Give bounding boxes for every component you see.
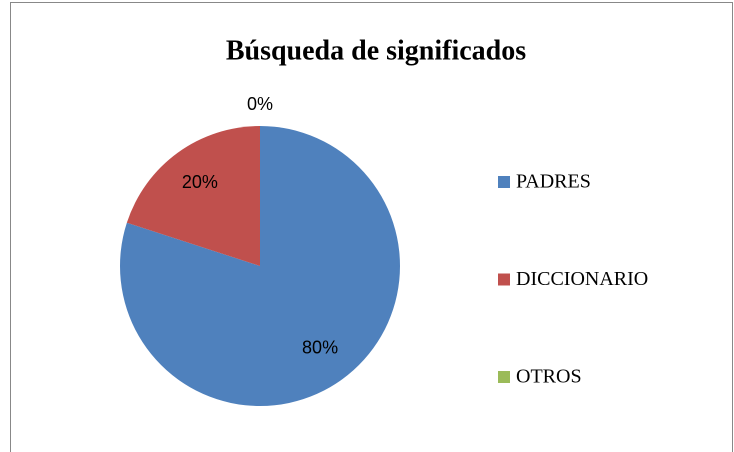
data-label: 20% [182, 172, 218, 192]
data-label: 80% [302, 337, 338, 357]
legend-swatch [498, 371, 510, 383]
legend-label: OTROS [516, 366, 582, 388]
legend-swatch [498, 176, 510, 188]
data-label: 0% [247, 94, 273, 114]
chart-title: Búsqueda de significados [226, 35, 526, 66]
legend-label: PADRES [516, 171, 591, 193]
legend-label: DICCIONARIO [516, 268, 648, 290]
legend-swatch [498, 273, 510, 286]
pie-slice [126, 126, 261, 266]
